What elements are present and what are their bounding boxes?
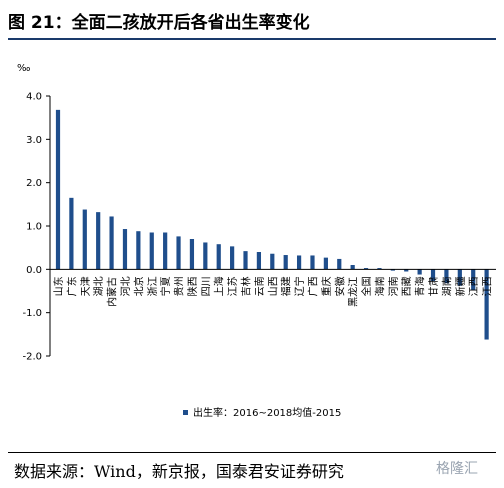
source-note: 数据来源：Wind，新京报，国泰君安证券研究	[14, 462, 344, 481]
x-category-label: 山东	[52, 276, 65, 296]
bar	[471, 269, 476, 291]
bar	[149, 232, 154, 270]
x-category-label: 江西	[468, 276, 480, 296]
x-category-label: 黑龙江	[347, 277, 360, 307]
y-tick-label: -2.0	[22, 352, 42, 363]
bar	[337, 258, 342, 270]
bar	[109, 216, 114, 270]
x-category-label: 江西	[482, 276, 494, 296]
x-category-label: 海南	[373, 276, 386, 296]
y-tick-label: -1.0	[22, 308, 42, 319]
bar	[283, 255, 288, 270]
x-category-label: 浙江	[147, 276, 159, 296]
x-category-label: 甘肃	[427, 276, 440, 296]
bar	[230, 246, 235, 270]
bar	[417, 269, 422, 275]
x-category-label: 江苏	[226, 276, 239, 296]
bar-chart: ‰ 4.0 3.0 2.0 1.0 0.0 -1.0 -2.0 山东 广东 天津 湖北 内蒙古 河北 北京浙…	[17, 63, 496, 419]
bar	[390, 269, 395, 271]
x-category-label: 新疆	[454, 276, 467, 296]
bar	[163, 232, 168, 270]
legend-label: 出生率：2016~2018均值-2015	[193, 406, 341, 419]
bar	[122, 229, 128, 270]
bar	[136, 231, 141, 270]
x-category-label: 山西	[267, 276, 279, 296]
x-category-label: 北京	[132, 276, 145, 296]
bar	[243, 251, 248, 270]
x-category-label: 上海	[213, 276, 226, 296]
x-category-label: 广西	[307, 276, 319, 296]
x-category-label: 天津	[80, 276, 92, 296]
x-category-label: 贵州	[173, 276, 186, 296]
y-tick-label: 0.0	[26, 265, 42, 276]
x-category-label: 重庆	[320, 276, 333, 296]
x-category-label: 全国	[360, 276, 373, 296]
x-category-label: 安徽	[333, 276, 346, 296]
legend-swatch	[183, 410, 188, 415]
x-category-label: 青海	[414, 276, 427, 296]
bar	[69, 197, 74, 270]
x-category-label: 吉林	[240, 276, 253, 296]
bar	[216, 244, 221, 270]
bar	[350, 265, 355, 270]
title-rule	[8, 38, 496, 40]
x-category-label: 湖北	[93, 276, 105, 296]
x-category-label: 福建	[280, 276, 293, 296]
bar	[176, 236, 181, 270]
x-category-label: 广东	[65, 276, 78, 296]
x-category-label: 内蒙古	[106, 277, 119, 307]
x-category-label: 宁夏	[159, 276, 172, 296]
x-category-label: 西藏	[401, 276, 413, 296]
page-title: 图 21：全面二孩放开后各省出生率变化	[8, 13, 310, 33]
bar	[363, 268, 369, 270]
x-category-label: 河北	[120, 276, 132, 296]
x-category-label: 四川	[201, 276, 212, 296]
bar	[296, 255, 302, 270]
y-tick-label: 3.0	[26, 135, 42, 146]
y-tick-label: 1.0	[26, 222, 42, 233]
title-bar: 图 21：全面二孩放开后各省出生率变化	[8, 8, 496, 40]
bar	[444, 269, 449, 284]
y-tick-label: 4.0	[26, 92, 42, 103]
bar	[310, 255, 315, 270]
bar	[430, 269, 436, 282]
bar	[55, 109, 61, 270]
bar	[256, 252, 262, 270]
bar	[96, 212, 101, 270]
x-category-label: 陕西	[186, 276, 199, 296]
x-category-label: 云南	[253, 276, 266, 296]
bar	[323, 257, 328, 270]
watermark: 格隆汇	[436, 461, 478, 477]
bar	[203, 242, 208, 270]
bar	[82, 209, 87, 270]
bar	[484, 269, 489, 340]
bar	[270, 253, 275, 270]
x-category-label: 河南	[387, 276, 400, 296]
x-category-label: 湖南	[440, 276, 453, 296]
bottom-rule	[8, 452, 496, 453]
bar	[457, 269, 462, 286]
bar	[404, 269, 409, 272]
y-tick-label: 2.0	[26, 178, 42, 189]
y-unit-label: ‰	[17, 63, 30, 74]
bar	[377, 268, 382, 270]
x-category-label: 辽宁	[293, 276, 306, 296]
bar	[189, 239, 195, 270]
